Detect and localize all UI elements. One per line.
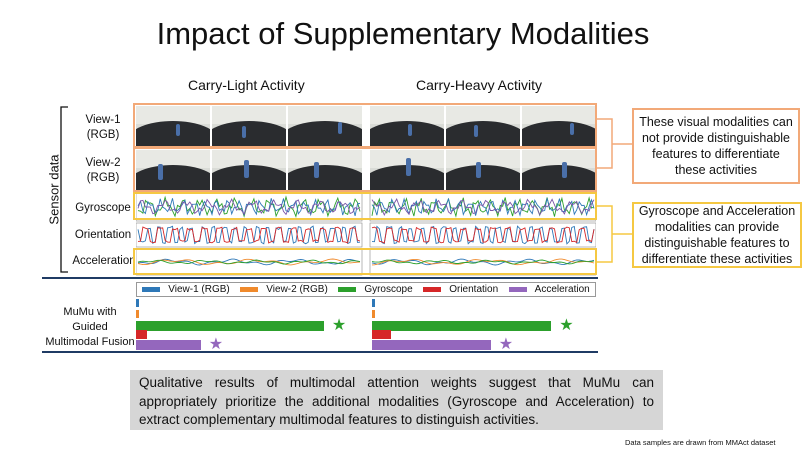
frame xyxy=(446,150,520,190)
frame xyxy=(522,106,596,146)
frame xyxy=(212,106,286,146)
legend-item-orientation: Orientation xyxy=(423,284,498,295)
row-label-orientation: Orientation xyxy=(74,229,132,241)
attention-bar xyxy=(136,321,324,331)
divider-top xyxy=(42,277,598,279)
view2-frames xyxy=(136,150,596,190)
column-title-carry-heavy: Carry-Heavy Activity xyxy=(416,77,543,93)
row-label-view2: View-2 (RGB) xyxy=(85,157,121,184)
legend-item-view2: View-2 (RGB) xyxy=(240,284,328,295)
row-label-acceleration: Acceleration xyxy=(72,255,136,267)
attention-bar xyxy=(136,310,139,318)
legend-item-view1: View-1 (RGB) xyxy=(142,284,230,295)
attention-bar xyxy=(372,321,552,331)
legend-swatch xyxy=(508,287,527,292)
attention-bar xyxy=(372,299,375,307)
frame xyxy=(212,150,286,190)
legend-item-gyroscope: Gyroscope xyxy=(338,284,413,295)
star-icon: ★ xyxy=(208,336,224,353)
row-label-view1: View-1 (RGB) xyxy=(85,114,121,141)
frame xyxy=(370,106,444,146)
sensor-signal-panels xyxy=(136,193,596,276)
frame xyxy=(288,150,362,190)
sensor-bracket xyxy=(60,106,68,273)
visual-box-divider xyxy=(133,146,597,149)
frame xyxy=(136,150,210,190)
frame xyxy=(446,106,520,146)
frame xyxy=(370,150,444,190)
row-label-gyroscope: Gyroscope xyxy=(75,202,131,214)
column-title-carry-light: Carry-Light Activity xyxy=(188,77,305,93)
legend-swatch xyxy=(338,287,357,292)
fusion-label: MuMu with Guided Multimodal Fusion xyxy=(45,306,135,348)
legend-item-acceleration: Acceleration xyxy=(508,284,590,295)
legend-swatch xyxy=(240,287,259,292)
attention-chart-light: ★ ★ xyxy=(136,299,376,353)
page-title: Impact of Supplementary Modalities xyxy=(156,16,650,51)
attention-bar xyxy=(372,330,392,339)
frame xyxy=(288,106,362,146)
attention-bar xyxy=(372,310,375,318)
acceleration-highlight-box xyxy=(133,248,597,275)
visual-callout: These visual modalities can not provide … xyxy=(632,108,800,184)
callout-connectors xyxy=(596,118,632,263)
legend-swatch xyxy=(142,287,161,292)
divider-bottom xyxy=(42,351,598,353)
sensor-callout: Gyroscope and Acceleration modalities ca… xyxy=(632,202,802,268)
summary-box: Qualitative results of multimodal attent… xyxy=(130,370,663,430)
legend: View-1 (RGB) View-2 (RGB) Gyroscope Orie… xyxy=(136,282,596,297)
attention-chart-heavy: ★ ★ xyxy=(372,299,612,353)
star-icon: ★ xyxy=(559,317,574,334)
attention-bar xyxy=(136,340,201,350)
attention-bar xyxy=(136,330,147,339)
legend-swatch xyxy=(423,287,442,292)
star-icon: ★ xyxy=(498,336,514,353)
star-icon: ★ xyxy=(331,317,347,334)
footnote: Data samples are drawn from MMAct datase… xyxy=(625,438,776,447)
attention-bar xyxy=(136,299,139,307)
view1-frames xyxy=(136,106,596,146)
frame xyxy=(136,106,210,146)
gyroscope-highlight-box xyxy=(133,192,597,220)
frame xyxy=(522,150,596,190)
attention-bar xyxy=(372,340,491,350)
sensor-data-label: Sensor data xyxy=(46,154,62,225)
